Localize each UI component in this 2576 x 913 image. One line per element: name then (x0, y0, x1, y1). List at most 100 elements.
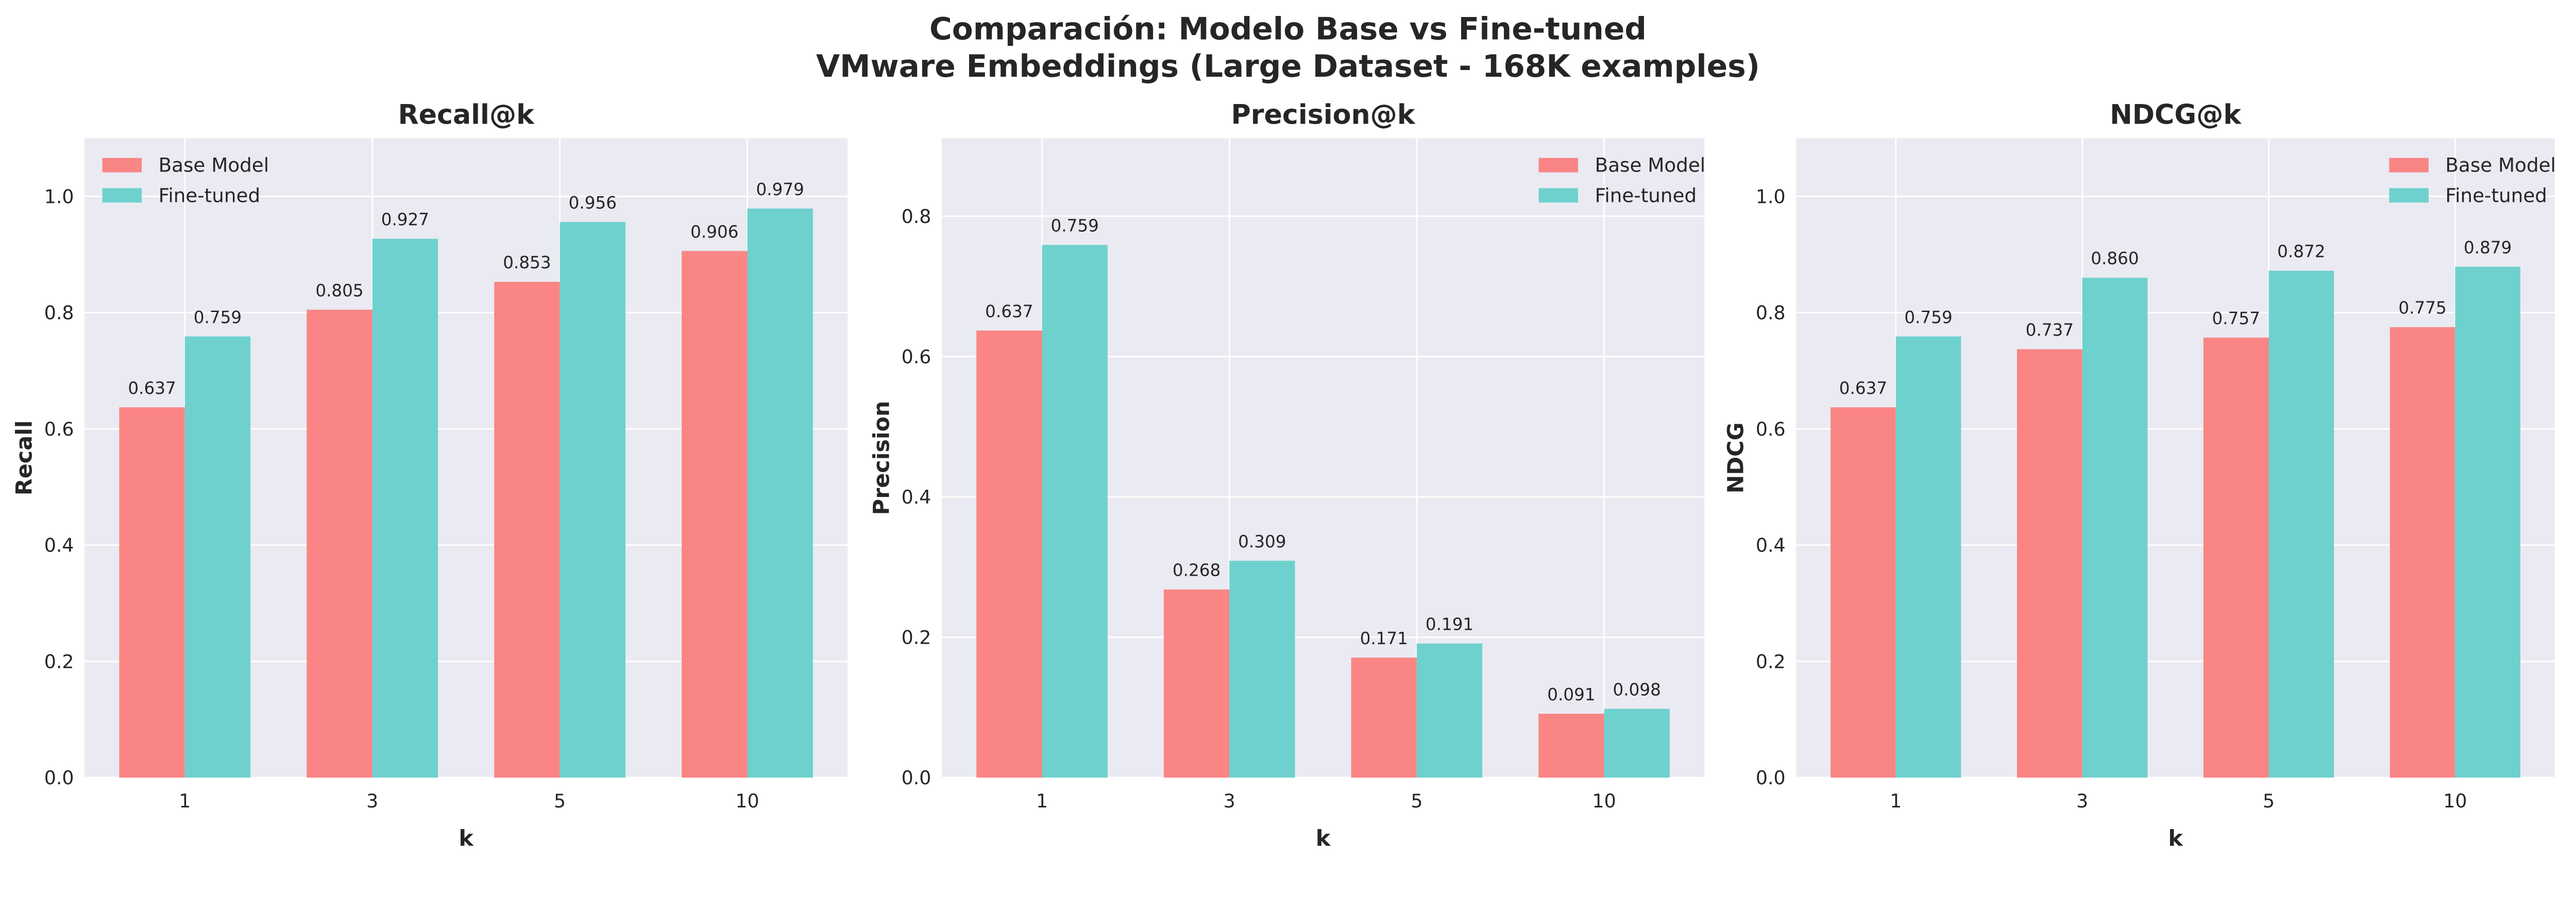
data-label: 0.309 (1238, 532, 1286, 552)
x-axis-label: k (2168, 825, 2183, 851)
bar-base-model-k1 (119, 407, 185, 778)
x-tick-label: 3 (2076, 790, 2088, 812)
legend-swatch-fine-tuned (102, 188, 142, 203)
y-tick-label: 0.0 (1756, 767, 1786, 789)
data-label: 0.637 (128, 378, 176, 398)
subplot-title: NDCG@k (2110, 99, 2242, 130)
bar-fine-tuned-k10 (1604, 709, 1670, 778)
y-tick-label: 0.0 (44, 767, 74, 789)
y-tick-label: 1.0 (1756, 185, 1786, 208)
legend-label: Base Model (2445, 154, 2555, 177)
data-label: 0.805 (315, 281, 363, 300)
legend: Base Model Fine-tuned (1538, 154, 1705, 206)
legend-swatch-base-model (102, 158, 142, 173)
subplot-title: Precision@k (1231, 99, 1416, 130)
data-label: 0.956 (569, 193, 617, 213)
figure: Comparación: Modelo Base vs Fine-tuned V… (12, 11, 2556, 851)
legend-label: Fine-tuned (159, 184, 261, 206)
data-label: 0.879 (2464, 238, 2512, 257)
data-label: 0.906 (690, 222, 738, 242)
subplot-title: Recall@k (398, 99, 535, 130)
bar-base-model-k5 (2203, 337, 2269, 778)
data-label: 0.927 (381, 210, 429, 230)
y-tick-label: 0.4 (1756, 535, 1786, 557)
legend-label: Fine-tuned (2445, 184, 2547, 206)
data-label: 0.872 (2277, 242, 2325, 262)
subplot-ndcg: 0.0 0.2 0.4 0.6 0.8 1.0 1 3 5 10 0.637 0.737 0.757 0.… (1723, 99, 2556, 851)
legend-swatch-base-model (2389, 158, 2429, 173)
bar-base-model-k3 (2017, 349, 2082, 778)
bar-fine-tuned-k1 (184, 336, 251, 778)
bar-fine-tuned-k5 (560, 221, 625, 778)
legend: Base Model Fine-tuned (2389, 154, 2556, 206)
subplot-recall: 0.0 0.2 0.4 0.6 0.8 1.0 1 3 5 10 0.637 0.805 0.853 0.… (12, 99, 848, 851)
bar-fine-tuned-k3 (1229, 560, 1295, 778)
y-tick-label: 0.2 (902, 627, 931, 649)
legend-label: Base Model (1595, 154, 1705, 177)
x-tick-label: 1 (179, 790, 191, 812)
data-label: 0.637 (985, 302, 1033, 321)
bar-base-model-k10 (1538, 714, 1604, 778)
legend-swatch-base-model (1538, 158, 1579, 173)
x-tick-label: 10 (2443, 790, 2467, 812)
x-tick-label: 1 (1036, 790, 1048, 812)
y-axis-label: NDCG (1723, 422, 1749, 493)
data-label: 0.171 (1360, 629, 1408, 648)
x-axis-label: k (1316, 825, 1331, 851)
data-label: 0.268 (1173, 561, 1221, 580)
figure-title-line2: VMware Embeddings (Large Dataset - 168K … (816, 49, 1760, 84)
y-tick-label: 0.2 (1756, 650, 1786, 673)
data-label: 0.775 (2398, 298, 2446, 318)
data-label: 0.098 (1613, 680, 1661, 699)
x-tick-label: 5 (554, 790, 566, 812)
legend-swatch-fine-tuned (1538, 188, 1579, 203)
legend-label: Fine-tuned (1595, 184, 1697, 206)
bar-base-model-k3 (307, 309, 372, 778)
bar-fine-tuned-k1 (1895, 336, 1961, 778)
figure-title-line1: Comparación: Modelo Base vs Fine-tuned (929, 11, 1647, 47)
bar-fine-tuned-k3 (372, 238, 438, 778)
legend: Base Model Fine-tuned (102, 154, 269, 206)
y-tick-label: 0.8 (44, 302, 74, 324)
bar-fine-tuned-k5 (1416, 643, 1483, 778)
x-axis-label: k (459, 825, 474, 851)
x-tick-label: 10 (735, 790, 759, 812)
y-tick-label: 1.0 (44, 185, 74, 208)
y-tick-label: 0.4 (44, 535, 74, 557)
data-label: 0.853 (503, 253, 551, 272)
data-label: 0.759 (1050, 216, 1098, 236)
data-label: 0.759 (194, 307, 242, 327)
y-tick-label: 0.8 (902, 205, 931, 228)
x-tick-label: 10 (1592, 790, 1616, 812)
y-tick-label: 0.8 (1756, 302, 1786, 324)
y-tick-label: 0.2 (44, 650, 74, 673)
bar-fine-tuned-k5 (2268, 270, 2334, 778)
x-tick-label: 1 (1890, 790, 1902, 812)
x-tick-label: 3 (366, 790, 378, 812)
bar-fine-tuned-k3 (2082, 278, 2148, 778)
bar-fine-tuned-k10 (2455, 266, 2521, 778)
x-tick-label: 3 (1224, 790, 1235, 812)
bar-base-model-k5 (1351, 657, 1417, 778)
y-axis-label: Precision (869, 401, 894, 515)
bar-base-model-k3 (1163, 589, 1230, 778)
data-label: 0.979 (756, 180, 804, 199)
subplot-precision: 0.0 0.2 0.4 0.6 0.8 1 3 5 10 0.637 0.268 0.171 0.091… (869, 99, 1705, 851)
data-label: 0.191 (1426, 615, 1473, 634)
data-label: 0.759 (1904, 307, 1952, 327)
y-axis-label: Recall (12, 420, 38, 495)
bar-base-model-k1 (1831, 407, 1896, 778)
bar-base-model-k5 (494, 282, 560, 778)
data-label: 0.637 (1839, 378, 1887, 398)
y-tick-label: 0.6 (1756, 418, 1786, 440)
data-label: 0.757 (2212, 309, 2260, 329)
x-tick-label: 5 (2263, 790, 2275, 812)
data-label: 0.091 (1547, 685, 1595, 704)
bar-base-model-k1 (976, 330, 1042, 778)
bar-fine-tuned-k10 (747, 209, 813, 778)
y-tick-label: 0.4 (902, 486, 931, 508)
y-tick-label: 0.6 (44, 418, 74, 440)
y-tick-label: 0.0 (902, 767, 931, 789)
bar-base-model-k10 (2389, 327, 2455, 778)
legend-swatch-fine-tuned (2389, 188, 2429, 203)
